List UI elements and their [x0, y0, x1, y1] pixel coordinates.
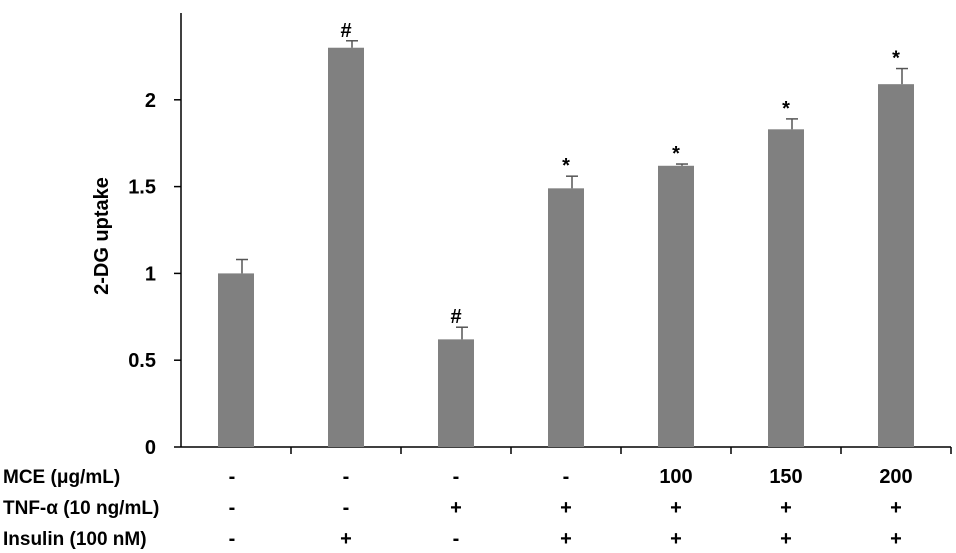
y-tick-label: 0	[145, 437, 156, 459]
condition-cell: -	[343, 497, 350, 519]
y-tick-label: 0.5	[128, 350, 156, 372]
condition-row-label: Insulin (100 nM)	[3, 529, 147, 550]
y-tick-label: 2	[145, 90, 156, 112]
condition-cell: -	[453, 466, 460, 488]
condition-cell: 100	[659, 466, 692, 488]
condition-cell: -	[343, 466, 350, 488]
error-bars	[236, 40, 908, 340]
condition-table: MCE (μg/mL) - - - - 100 150 200 TNF-α (10 ng/mL)…	[3, 466, 913, 550]
condition-cell: 200	[879, 466, 912, 488]
condition-cell: -	[229, 528, 236, 550]
condition-cell: +	[560, 497, 572, 519]
bars	[218, 47, 914, 448]
y-tick-label: 1.5	[128, 177, 156, 199]
significance-marker: *	[562, 155, 570, 177]
significance-marker: #	[450, 306, 461, 328]
significance-marker: *	[782, 98, 790, 120]
condition-cell: +	[890, 528, 902, 550]
significance-marker: *	[672, 143, 680, 165]
y-axis-label: 2-DG uptake	[91, 177, 113, 295]
y-tick-label: 1	[145, 263, 156, 285]
bar	[328, 47, 364, 447]
condition-cell: +	[670, 497, 682, 519]
bar	[768, 129, 804, 447]
axes: 0 0.5 1 1.5 2	[128, 13, 952, 459]
condition-cell: +	[450, 497, 462, 519]
condition-cell: +	[560, 528, 572, 550]
condition-cell: +	[780, 528, 792, 550]
condition-row-label: TNF-α (10 ng/mL)	[3, 498, 159, 519]
condition-cell: +	[670, 528, 682, 550]
significance-annotations: # # * * * *	[340, 20, 900, 328]
condition-cell: -	[229, 466, 236, 488]
condition-cell: -	[229, 497, 236, 519]
condition-cell: +	[340, 528, 352, 550]
significance-marker: #	[340, 20, 351, 42]
significance-marker: *	[892, 48, 900, 70]
bar	[878, 84, 914, 448]
bar	[658, 165, 694, 447]
condition-cell: +	[890, 497, 902, 519]
bar	[218, 273, 254, 447]
bar	[438, 339, 474, 447]
condition-cell: 150	[769, 466, 802, 488]
bar	[548, 188, 584, 447]
condition-cell: +	[780, 497, 792, 519]
condition-row-label: MCE (μg/mL)	[3, 467, 120, 488]
condition-cell: -	[453, 528, 460, 550]
condition-cell: -	[563, 466, 570, 488]
